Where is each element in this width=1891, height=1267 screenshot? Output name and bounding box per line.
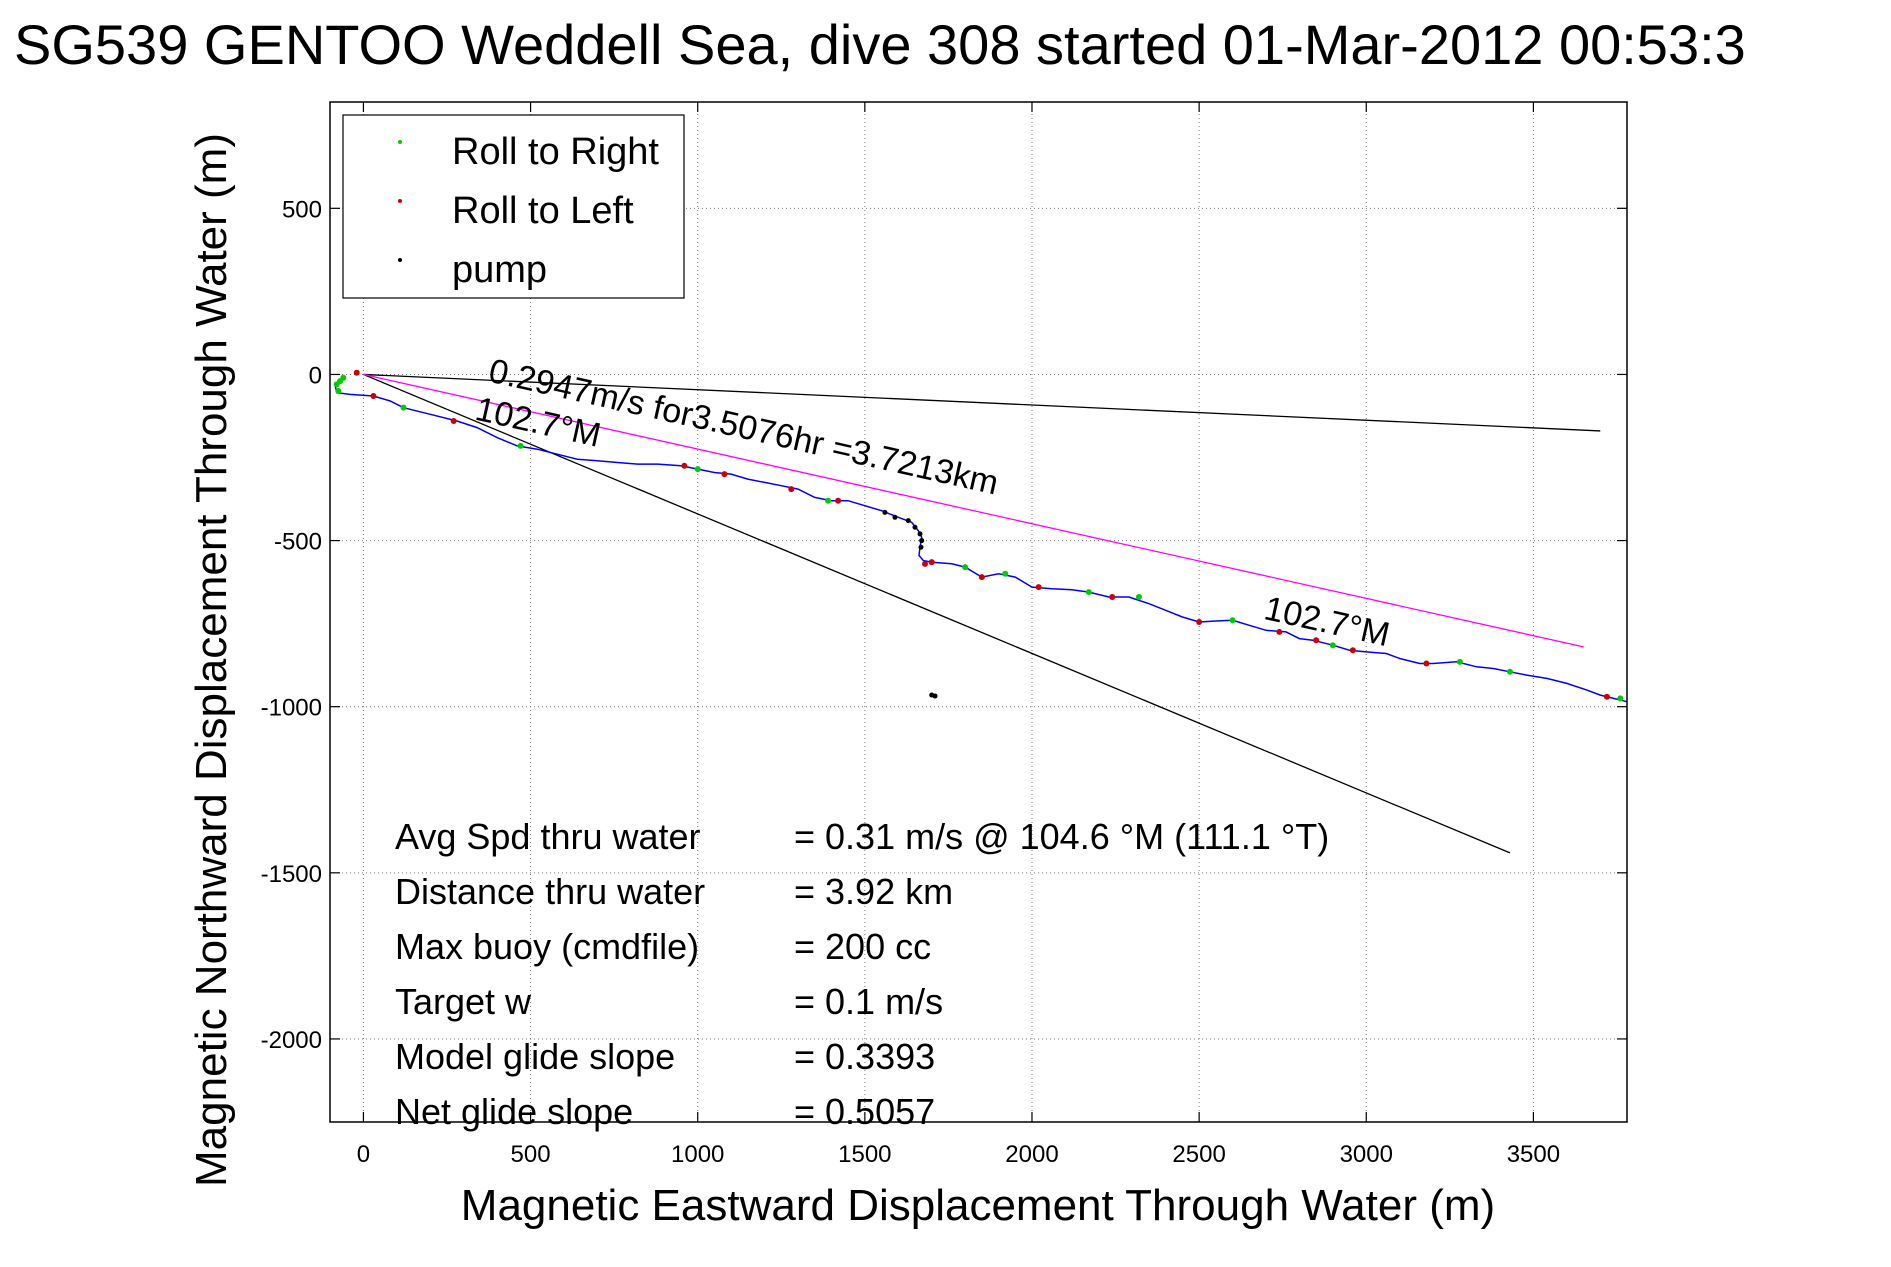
stat-label: Avg Spd thru water bbox=[395, 816, 701, 857]
roll-right-point bbox=[400, 404, 407, 411]
pump-point bbox=[882, 509, 888, 515]
plot-frame bbox=[329, 101, 1628, 1123]
y-tick-label: -500 bbox=[274, 529, 322, 556]
pump-point bbox=[918, 544, 924, 550]
y-tick-label: -1500 bbox=[261, 861, 322, 888]
x-tick-label: 1000 bbox=[671, 1141, 724, 1168]
roll-left-point bbox=[788, 486, 795, 493]
roll-left-point bbox=[978, 574, 985, 581]
pump-point bbox=[932, 693, 938, 699]
legend-label: Roll to Right bbox=[452, 131, 659, 173]
roll-right-point bbox=[1229, 617, 1236, 624]
y-tick-label: 500 bbox=[282, 196, 322, 223]
roll-right-point bbox=[517, 442, 524, 449]
roll-left-point bbox=[1035, 584, 1042, 591]
x-axis-label: Magnetic Eastward Displacement Through W… bbox=[461, 1181, 1495, 1230]
roll-right-point bbox=[825, 497, 832, 504]
roll-left-point bbox=[1196, 618, 1203, 625]
stat-label: Target w bbox=[395, 981, 532, 1022]
roll-left-point bbox=[1349, 647, 1356, 654]
roll-right-point bbox=[340, 374, 347, 381]
stat-label: Net glide slope bbox=[395, 1091, 633, 1132]
pump-point bbox=[917, 531, 923, 537]
roll-left-point bbox=[1603, 693, 1610, 700]
stat-value: = 0.1 m/s bbox=[794, 981, 943, 1022]
x-tick-label: 1500 bbox=[838, 1141, 891, 1168]
y-tick-label: -2000 bbox=[261, 1027, 322, 1054]
legend-box bbox=[342, 114, 685, 299]
stat-value: = 3.92 km bbox=[794, 871, 953, 912]
legend-marker bbox=[398, 199, 402, 203]
roll-right-point bbox=[1456, 658, 1463, 665]
x-tick-label: 2000 bbox=[1005, 1141, 1058, 1168]
x-tick-label: 0 bbox=[357, 1141, 370, 1168]
y-tick-label: -1000 bbox=[261, 695, 322, 722]
stat-value: = 0.5057 bbox=[794, 1091, 935, 1132]
roll-right-point bbox=[1002, 570, 1009, 577]
legend-marker bbox=[398, 140, 402, 144]
roll-right-point bbox=[1135, 594, 1142, 601]
pump-point bbox=[919, 538, 925, 544]
roll-right-point bbox=[1329, 642, 1336, 649]
pump-point bbox=[892, 514, 898, 520]
roll-right-point bbox=[962, 564, 969, 571]
legend-label: Roll to Left bbox=[452, 190, 634, 232]
stat-label: Model glide slope bbox=[395, 1036, 675, 1077]
x-tick-label: 3000 bbox=[1340, 1141, 1393, 1168]
track-line bbox=[334, 384, 1628, 703]
dive-stats: Avg Spd thru water = 0.31 m/s @ 104.6 °M … bbox=[395, 816, 1329, 1132]
pump-point bbox=[905, 518, 911, 524]
roll-right-point bbox=[335, 388, 342, 395]
legend: Roll to Right Roll to Left pump bbox=[342, 114, 685, 299]
stat-label: Max buoy (cmdfile) bbox=[395, 926, 699, 967]
legend-marker bbox=[398, 258, 402, 262]
roll-left-point bbox=[928, 559, 935, 566]
roll-left-point bbox=[1423, 660, 1430, 667]
roll-left-point bbox=[721, 471, 728, 478]
roll-right-point bbox=[694, 466, 701, 473]
roll-right-point bbox=[1507, 668, 1514, 675]
chart-title: SG539 GENTOO Weddell Sea, dive 308 start… bbox=[14, 13, 1746, 76]
roll-left-point bbox=[922, 560, 929, 567]
x-tick-label: 2500 bbox=[1172, 1141, 1225, 1168]
pump-point bbox=[912, 524, 918, 530]
roll-right-point bbox=[1085, 589, 1092, 596]
roll-right-point bbox=[1617, 695, 1624, 702]
stat-value: = 0.3393 bbox=[794, 1036, 935, 1077]
x-tick-label: 3500 bbox=[1507, 1141, 1560, 1168]
glider-track bbox=[334, 384, 1628, 703]
stat-value: = 0.31 m/s @ 104.6 °M (111.1 °T) bbox=[794, 816, 1329, 857]
y-axis-label: Magnetic Northward Displacement Through … bbox=[187, 133, 236, 1187]
roll-left-point bbox=[370, 393, 377, 400]
y-axis-ticks: 500 0 -500 -1000 -1500 -2000 bbox=[261, 196, 1627, 1054]
roll-left-point bbox=[1276, 628, 1283, 635]
roll-left-point bbox=[353, 369, 360, 376]
roll-left-point bbox=[835, 497, 842, 504]
x-tick-label: 500 bbox=[511, 1141, 551, 1168]
stat-label: Distance thru water bbox=[395, 871, 705, 912]
roll-left-point bbox=[681, 462, 688, 469]
reference-line-magenta-fit bbox=[363, 373, 1584, 648]
legend-label: pump bbox=[452, 249, 547, 291]
y-tick-label: 0 bbox=[309, 362, 322, 389]
roll-left-point bbox=[1313, 637, 1320, 644]
stat-value: = 200 cc bbox=[794, 926, 931, 967]
roll-left-point bbox=[450, 417, 457, 424]
roll-markers bbox=[333, 369, 1624, 702]
x-axis-ticks: 0 500 1000 1500 2000 2500 3000 3500 bbox=[357, 102, 1560, 1168]
reference-line-black-upper bbox=[363, 373, 1601, 432]
roll-left-point bbox=[1109, 594, 1116, 601]
